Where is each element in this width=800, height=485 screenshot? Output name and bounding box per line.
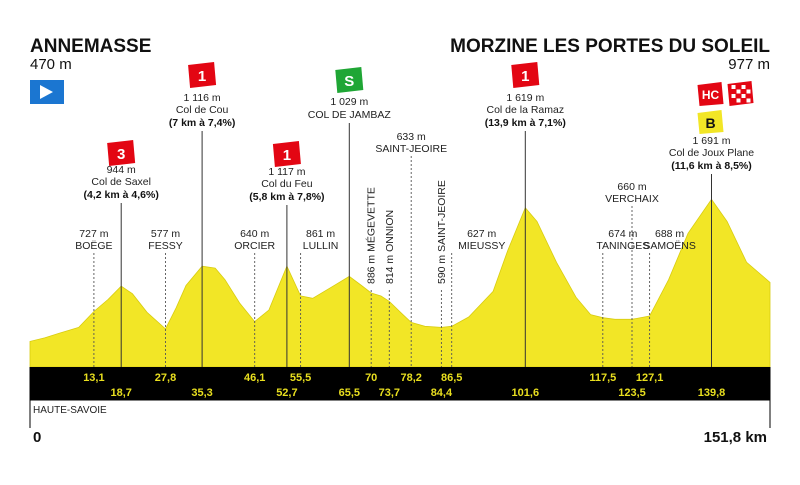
km-marker: 35,3: [191, 387, 212, 399]
km-marker: 117,5: [589, 372, 616, 384]
km-marker: 46,1: [244, 372, 265, 384]
svg-text:1: 1: [521, 68, 529, 85]
profile-layer: [29, 198, 771, 368]
climb-altitude: 1 117 m: [268, 166, 305, 178]
km-marker: 84,4: [431, 387, 453, 399]
place-altitude: 861 m: [306, 228, 335, 240]
place-altitude: 633 m: [397, 131, 426, 143]
climb-altitude: 1 619 m: [506, 92, 544, 104]
km-marker: 52,7: [276, 387, 297, 399]
distance-end: 151,8 km: [704, 429, 767, 446]
climb-name: Col de Saxel: [91, 176, 151, 188]
place-vertical-label: 814 m ONNION: [384, 210, 396, 284]
bonus-badge-icon: B: [697, 110, 724, 134]
svg-text:S: S: [344, 73, 354, 90]
place-altitude: 727 m: [79, 228, 108, 240]
km-marker: 70: [365, 372, 377, 384]
climb-altitude: 1 116 m: [184, 92, 221, 104]
climb-altitude: 1 029 m: [330, 96, 368, 108]
distance-start: 0: [33, 429, 41, 446]
guide-lines: [93, 123, 712, 367]
climb-stats: (13,9 km à 7,1%): [485, 117, 566, 129]
km-marker: 55,5: [290, 372, 311, 384]
finish-town: MORZINE LES PORTES DU SOLEIL: [450, 36, 770, 57]
place-name: ORCIER: [234, 240, 275, 252]
place-name: FESSY: [148, 240, 182, 252]
place-name: VERCHAIX: [605, 193, 659, 205]
place-altitude: 660 m: [617, 181, 646, 193]
svg-text:3: 3: [117, 146, 125, 163]
climb-name: Col de Cou: [176, 104, 229, 116]
km-marker: 123,5: [618, 387, 646, 399]
km-marker: 86,5: [441, 372, 462, 384]
km-marker: 13,1: [83, 372, 104, 384]
climb-badge-icon: HC: [697, 82, 724, 106]
km-marker: 27,8: [155, 372, 176, 384]
finish-flag-icon: [727, 81, 754, 106]
place-name: SAINT-JEOIRE: [375, 143, 447, 155]
climb-altitude: 1 691 m: [693, 135, 731, 147]
km-marker: 65,5: [339, 387, 360, 399]
place-name: MIEUSSY: [458, 240, 505, 252]
km-marker: 18,7: [110, 387, 131, 399]
km-marker: 73,7: [379, 387, 400, 399]
elevation-area: [29, 198, 771, 368]
km-band: [30, 367, 770, 400]
start-altitude: 470 m: [30, 56, 72, 73]
km-marker: 127,1: [636, 372, 664, 384]
climb-badge-icon: 1: [188, 62, 217, 88]
bonus-badge-label: B: [705, 115, 715, 131]
climb-altitude: 944 m: [107, 164, 136, 176]
place-name: TANINGES: [596, 240, 649, 252]
place-name: LULLIN: [303, 240, 339, 252]
svg-text:HC: HC: [702, 88, 720, 102]
climb-badge-icon: 3: [107, 140, 136, 166]
svg-text:1: 1: [283, 147, 291, 164]
climb-stats: (11,6 km à 8,5%): [671, 160, 752, 172]
place-altitude: 688 m: [655, 228, 684, 240]
finish-altitude: 977 m: [728, 56, 770, 73]
climb-name: Col de Joux Plane: [669, 147, 754, 159]
km-marker: 139,8: [698, 387, 726, 399]
climb-name: Col de la Ramaz: [486, 104, 564, 116]
place-name: BOËGE: [75, 240, 112, 252]
climb-stats: (7 km à 7,4%): [169, 117, 236, 129]
place-altitude: 674 m: [608, 228, 637, 240]
start-town: ANNEMASSE: [30, 36, 151, 57]
climb-badge-icon: 1: [511, 62, 540, 88]
place-vertical-label: 886 m MÉGEVETTE: [365, 187, 378, 284]
start-flag-icon: [30, 80, 64, 104]
climb-badge-icon: 1: [272, 141, 301, 167]
climb-name: Col du Feu: [261, 178, 313, 190]
km-markers: 13,1 18,7 27,8 35,3 46,1 52,7 55,5 65,5 7073,778…: [83, 372, 725, 399]
climb-stats: (5,8 km à 7,8%): [249, 191, 324, 203]
place-altitude: 627 m: [467, 228, 496, 240]
climb-stats: (4,2 km à 4,6%): [84, 189, 159, 201]
climb-name: COL DE JAMBAZ: [308, 109, 392, 121]
km-marker: 78,2: [400, 372, 421, 384]
km-marker: 101,6: [512, 387, 540, 399]
region-label: HAUTE-SAVOIE: [33, 405, 107, 416]
sprint-badge-icon: S: [335, 67, 364, 93]
place-altitude: 640 m: [240, 228, 269, 240]
place-vertical-label: 590 m SAINT-JEOIRE: [436, 180, 448, 284]
place-altitude: 577 m: [151, 228, 180, 240]
place-name: SAMOËNS: [643, 240, 696, 252]
svg-text:1: 1: [198, 68, 206, 85]
